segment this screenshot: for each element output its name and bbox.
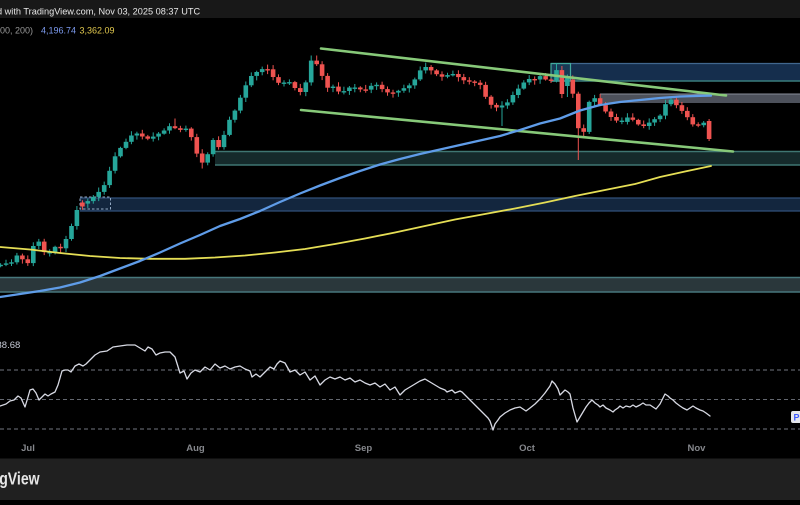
svg-text:4,196.74: 4,196.74: [41, 26, 76, 36]
svg-text:d with TradingView.com, Nov 03: d with TradingView.com, Nov 03, 2025 08:…: [0, 7, 200, 17]
svg-text:gView: gView: [0, 470, 40, 489]
svg-text:Jul: Jul: [21, 443, 35, 454]
svg-text:(100, 200): (100, 200): [0, 26, 33, 36]
svg-text:Nov: Nov: [688, 443, 707, 454]
svg-text:Oct: Oct: [519, 443, 536, 454]
svg-text:38.68: 38.68: [0, 340, 20, 351]
svg-text:Sep: Sep: [355, 443, 373, 454]
svg-text:P: P: [794, 413, 800, 423]
svg-text:Aug: Aug: [186, 443, 205, 454]
svg-text:3,362.09: 3,362.09: [80, 26, 115, 36]
